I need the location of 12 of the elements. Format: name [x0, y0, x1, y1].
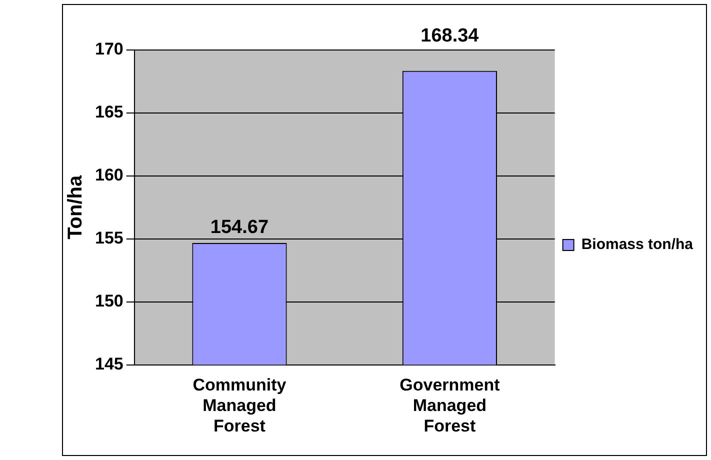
data-label: 168.34: [420, 26, 480, 47]
y-tick-label: 150: [94, 292, 124, 311]
y-tick-label: 155: [94, 228, 124, 248]
y-tick-label: 145: [94, 354, 124, 374]
legend-label: Biomass ton/ha: [581, 236, 694, 254]
y-tick-label: 170: [94, 40, 124, 59]
y-tick-label: 160: [94, 166, 124, 185]
x-tick-label: Community Managed Forest: [192, 376, 287, 436]
y-axis-title: Ton/ha: [64, 174, 87, 240]
data-label: 154.67: [210, 216, 269, 238]
y-tick-label: 165: [94, 102, 124, 122]
x-tick-label: Government Managed Forest: [400, 376, 500, 436]
